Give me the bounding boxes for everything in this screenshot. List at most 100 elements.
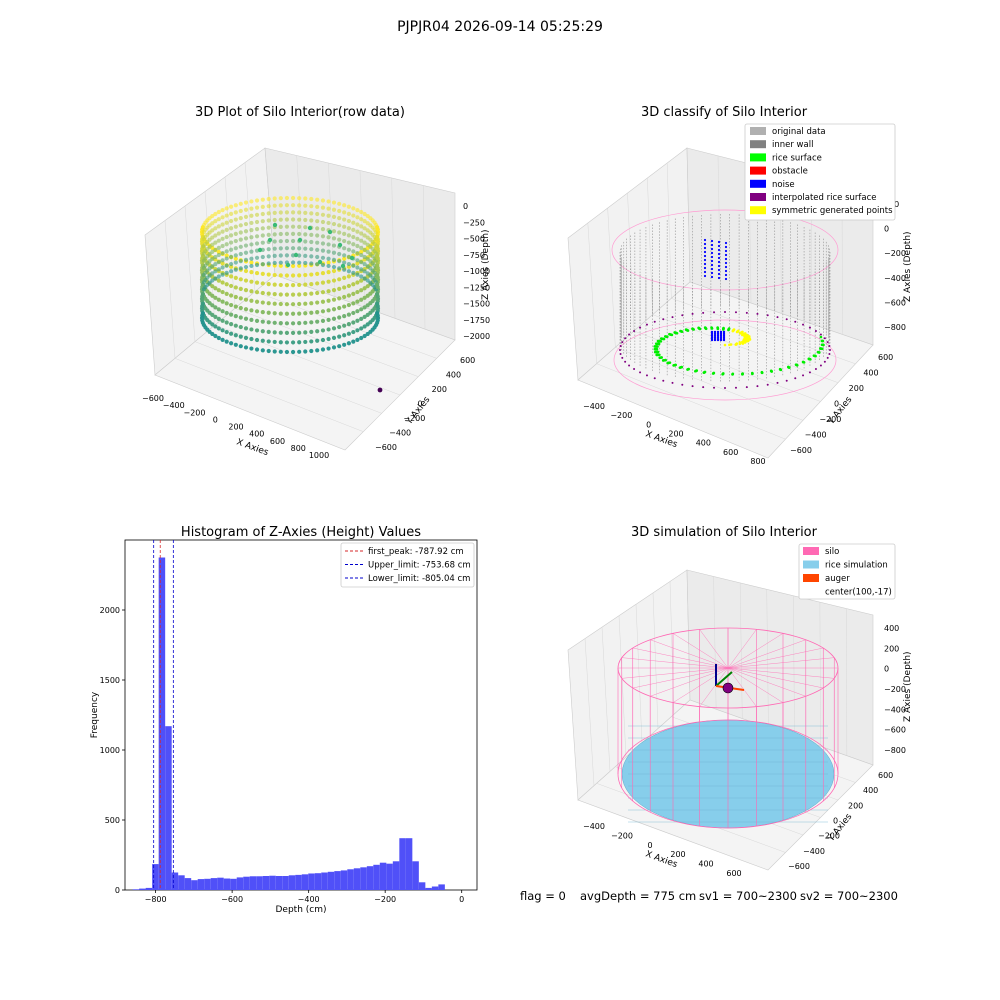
sim-z-tick-label: 400 xyxy=(884,624,899,633)
raw-point xyxy=(272,253,277,258)
sim-gridline xyxy=(819,602,821,747)
raw-point xyxy=(233,224,238,229)
sim-y-tick-label: −600 xyxy=(788,862,810,871)
raw-point xyxy=(284,238,290,244)
raw-point xyxy=(278,253,283,258)
raw-point xyxy=(331,229,337,234)
cls-legend-label: symmetric generated points xyxy=(772,206,893,216)
raw-point xyxy=(278,239,283,244)
cls-noise-point xyxy=(716,332,720,336)
hist-bar xyxy=(425,887,432,890)
sim-gridline xyxy=(652,592,659,729)
raw-point xyxy=(331,200,337,205)
raw-point xyxy=(272,311,277,316)
raw-point xyxy=(243,250,249,255)
raw-point xyxy=(359,217,364,222)
raw-point xyxy=(346,283,351,289)
raw-point xyxy=(216,209,221,215)
cls-interpolated-point xyxy=(691,385,694,388)
cls-symmetric-point xyxy=(735,330,739,334)
raw-axes-box xyxy=(144,147,456,451)
cls-noise-point xyxy=(703,246,707,250)
raw-point xyxy=(303,330,308,335)
raw-point xyxy=(238,286,243,291)
sim-silo-roof-wire xyxy=(727,633,784,669)
cls-noise-point xyxy=(719,334,723,338)
raw-point xyxy=(326,346,331,351)
raw-point xyxy=(272,222,278,228)
raw-point xyxy=(346,233,351,238)
raw-point xyxy=(224,256,229,261)
raw-point xyxy=(254,212,260,217)
raw-point xyxy=(266,196,271,202)
sim-ylabel: Y Axies xyxy=(826,812,855,845)
cls-interpolated-point xyxy=(645,374,648,377)
cls-symmetric-point xyxy=(735,342,739,345)
raw-point xyxy=(320,248,326,253)
raw-point xyxy=(254,262,260,268)
raw-point xyxy=(351,310,356,316)
cls-noise-point xyxy=(710,336,714,340)
raw-point xyxy=(320,262,326,268)
raw-point xyxy=(326,242,331,247)
raw-point xyxy=(297,231,302,237)
raw-point xyxy=(284,217,290,222)
raw-point xyxy=(266,254,271,259)
hist-bar xyxy=(256,876,263,890)
cls-legend-swatch xyxy=(750,179,766,188)
raw-point xyxy=(243,264,249,270)
cls-legend-swatch xyxy=(750,127,766,135)
sim-silo-roof-wire xyxy=(727,629,757,669)
hist-bar xyxy=(321,872,328,890)
hist-x-tick-label: −800 xyxy=(145,895,167,904)
raw-x-tick-label: 800 xyxy=(291,444,306,453)
raw-point xyxy=(210,213,215,219)
raw-point xyxy=(303,311,308,316)
sim-y-tick-label: −200 xyxy=(818,832,840,841)
raw-point xyxy=(254,337,260,343)
cls-noise-point xyxy=(710,255,714,259)
raw-point xyxy=(216,274,221,279)
raw-gridline xyxy=(423,185,426,330)
hist-bar xyxy=(197,879,205,890)
raw-point xyxy=(243,207,249,212)
raw-point xyxy=(290,210,296,215)
raw-point xyxy=(254,255,260,260)
raw-point xyxy=(260,290,265,296)
raw-point xyxy=(303,225,308,230)
raw-point xyxy=(260,219,265,224)
sim-silo-roof-wire xyxy=(727,639,806,669)
sim-z-tick-label: 200 xyxy=(884,644,899,653)
raw-point xyxy=(355,299,360,304)
cls-interpolated-point xyxy=(756,312,759,315)
cls-interpolated-point xyxy=(639,371,642,374)
raw-point xyxy=(355,261,360,266)
cls-noise-point xyxy=(717,252,721,256)
raw-point xyxy=(303,232,308,237)
hist-bar xyxy=(184,878,192,890)
hist-bar xyxy=(373,864,380,890)
cls-z-tick-label: −200 xyxy=(884,249,906,258)
raw-point xyxy=(284,203,290,208)
raw-point xyxy=(213,233,218,238)
raw-point xyxy=(229,293,234,298)
raw-point xyxy=(243,214,249,219)
cls-rice-surface-point xyxy=(712,371,716,375)
raw-point xyxy=(326,260,331,265)
raw-point xyxy=(355,337,360,342)
raw-point xyxy=(284,349,290,355)
cls-gridline xyxy=(666,162,672,299)
cls-rice-surface-point xyxy=(760,370,764,374)
cls-rice-surface-point xyxy=(692,328,695,331)
raw-point xyxy=(355,236,360,241)
cls-interpolated-point xyxy=(794,377,797,380)
raw-point xyxy=(290,224,296,229)
raw-point xyxy=(278,231,283,237)
raw-point xyxy=(337,277,342,282)
raw-point xyxy=(365,284,370,289)
cls-rice-surface-point xyxy=(816,350,820,354)
cls-rice-surface-point xyxy=(655,347,659,351)
raw-point xyxy=(320,212,326,217)
raw-point xyxy=(351,206,356,211)
raw-point xyxy=(351,329,356,335)
